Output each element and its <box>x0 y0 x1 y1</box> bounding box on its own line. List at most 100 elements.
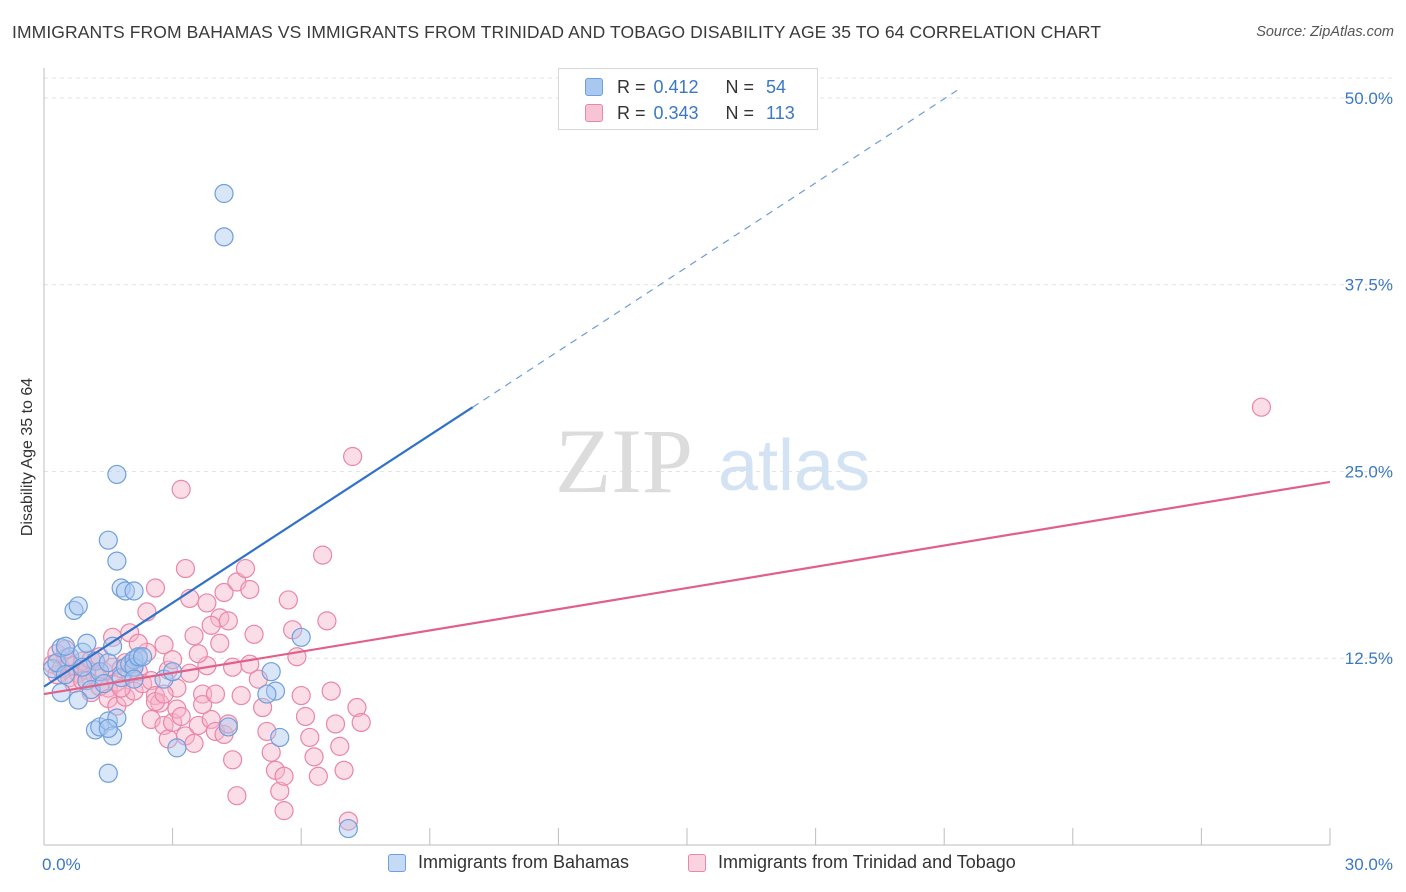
trinidad-point <box>205 684 226 704</box>
trinidad-point <box>300 727 320 748</box>
bahamas-point <box>107 464 127 485</box>
y-tick-label: 37.5% <box>1345 276 1393 295</box>
legend-r-label: R = <box>617 76 646 97</box>
trinidad-point <box>240 654 260 674</box>
legend-n-label: N = <box>725 102 755 123</box>
bahamas-point <box>98 718 118 739</box>
trinidad-point <box>227 786 247 806</box>
watermark-atlas: atlas <box>718 426 870 506</box>
trinidad-point <box>231 685 251 706</box>
trinidad-point <box>274 801 294 821</box>
trinidad-point <box>145 578 166 598</box>
trinidad-point <box>197 593 217 613</box>
legend-n-value: 54 <box>766 76 787 97</box>
trinidad-point <box>240 579 260 600</box>
legend-r-value: 0.412 <box>653 76 699 97</box>
trinidad-point <box>338 811 358 831</box>
trinidad-point <box>154 684 174 704</box>
trinidad-point <box>313 545 333 565</box>
y-tick-label: 12.5% <box>1345 649 1393 668</box>
bahamas-point <box>218 717 238 737</box>
trinidad-point <box>188 644 208 664</box>
bahamas-point <box>257 684 277 704</box>
bahamas-point <box>98 653 118 673</box>
bahamas-point <box>98 530 118 550</box>
trinidad-point <box>334 760 354 780</box>
series-legend-trinidad: Immigrants from Trinidad and Tobago <box>688 852 1016 873</box>
trinidad-point <box>317 611 337 631</box>
trinidad-point <box>171 706 191 727</box>
x-tick-label: 30.0% <box>1345 855 1393 874</box>
legend-n-value: 113 <box>766 102 795 123</box>
legend-row-bahamas: R = 0.412 N = 54 <box>585 75 786 99</box>
trinidad-point <box>214 582 234 603</box>
trinidad-point <box>184 626 204 646</box>
source-credit: Source: ZipAtlas.com <box>1256 24 1394 40</box>
trinidad-point <box>321 681 341 701</box>
bahamas-point <box>214 183 234 204</box>
trinidad-point <box>137 602 157 622</box>
series-legend-label: Immigrants from Trinidad and Tobago <box>718 852 1016 872</box>
axes <box>43 68 1330 846</box>
trinidad-point <box>223 750 243 770</box>
series-swatch-blue <box>388 853 406 872</box>
trinidad-point <box>351 712 371 733</box>
bahamas-point <box>68 690 88 710</box>
trinidad-point <box>261 742 281 762</box>
trinidad-point <box>308 766 328 786</box>
bahamas-point <box>98 763 118 783</box>
bahamas-point <box>77 633 97 653</box>
trinidad-point <box>175 558 196 579</box>
bahamas-trend-extension <box>472 89 958 408</box>
y-tick-label: 50.0% <box>1345 89 1393 108</box>
legend-r-value: 0.343 <box>653 102 699 123</box>
trinidad-point <box>201 615 221 635</box>
trinidad-point <box>218 611 238 631</box>
chart-title: IMMIGRANTS FROM BAHAMAS VS IMMIGRANTS FR… <box>12 22 1102 42</box>
trinidad-point <box>347 697 367 718</box>
trinidad-point <box>278 590 298 610</box>
bahamas-point <box>338 818 358 839</box>
series-legend: Immigrants from Bahamas Immigrants from … <box>0 850 1406 880</box>
bahamas-point <box>55 636 76 656</box>
trinidad-point <box>210 633 230 653</box>
trinidad-point <box>304 747 324 767</box>
correlation-legend: R = 0.412 N = 54 R = 0.343 N = 113 <box>558 68 818 130</box>
tick-labels: 12.5% 25.0% 37.5% 50.0% 0.0% 30.0% <box>42 89 1393 874</box>
trinidad-point <box>325 714 346 734</box>
trinidad-point <box>154 635 174 655</box>
y-tick-label: 25.0% <box>1345 462 1393 481</box>
trinidad-point <box>244 624 264 644</box>
bahamas-point <box>124 581 144 601</box>
trinidad-point <box>270 781 290 801</box>
bahamas-point <box>214 227 234 247</box>
bahamas-point <box>107 551 127 571</box>
bahamas-point <box>270 727 290 748</box>
bahamas-point <box>68 596 88 616</box>
trinidad-point <box>184 733 204 753</box>
trend-lines <box>43 89 1331 696</box>
trinidad-point <box>171 479 191 499</box>
watermark: ZIP atlas <box>555 410 870 512</box>
series-legend-bahamas: Immigrants from Bahamas <box>388 852 629 873</box>
legend-n-label: N = <box>725 76 755 97</box>
legend-row-trinidad: R = 0.343 N = 113 <box>585 101 795 125</box>
trinidad-point <box>1251 397 1272 417</box>
series-legend-label: Immigrants from Bahamas <box>418 852 630 872</box>
trinidad-point <box>274 766 294 786</box>
x-tick-label: 0.0% <box>42 855 81 874</box>
legend-swatch-blue <box>585 78 603 96</box>
trinidad-point <box>295 706 316 727</box>
watermark-zip: ZIP <box>555 410 693 512</box>
trinidad-point <box>235 558 256 579</box>
trinidad-point <box>343 446 363 467</box>
trinidad-point <box>330 736 350 756</box>
bahamas-trend-line <box>43 406 474 688</box>
trinidad-point <box>180 663 200 683</box>
legend-swatch-pink <box>585 104 603 122</box>
bahamas-point <box>102 636 123 656</box>
bahamas-point <box>60 647 80 667</box>
bahamas-point <box>128 647 148 667</box>
bahamas-point <box>261 662 281 682</box>
